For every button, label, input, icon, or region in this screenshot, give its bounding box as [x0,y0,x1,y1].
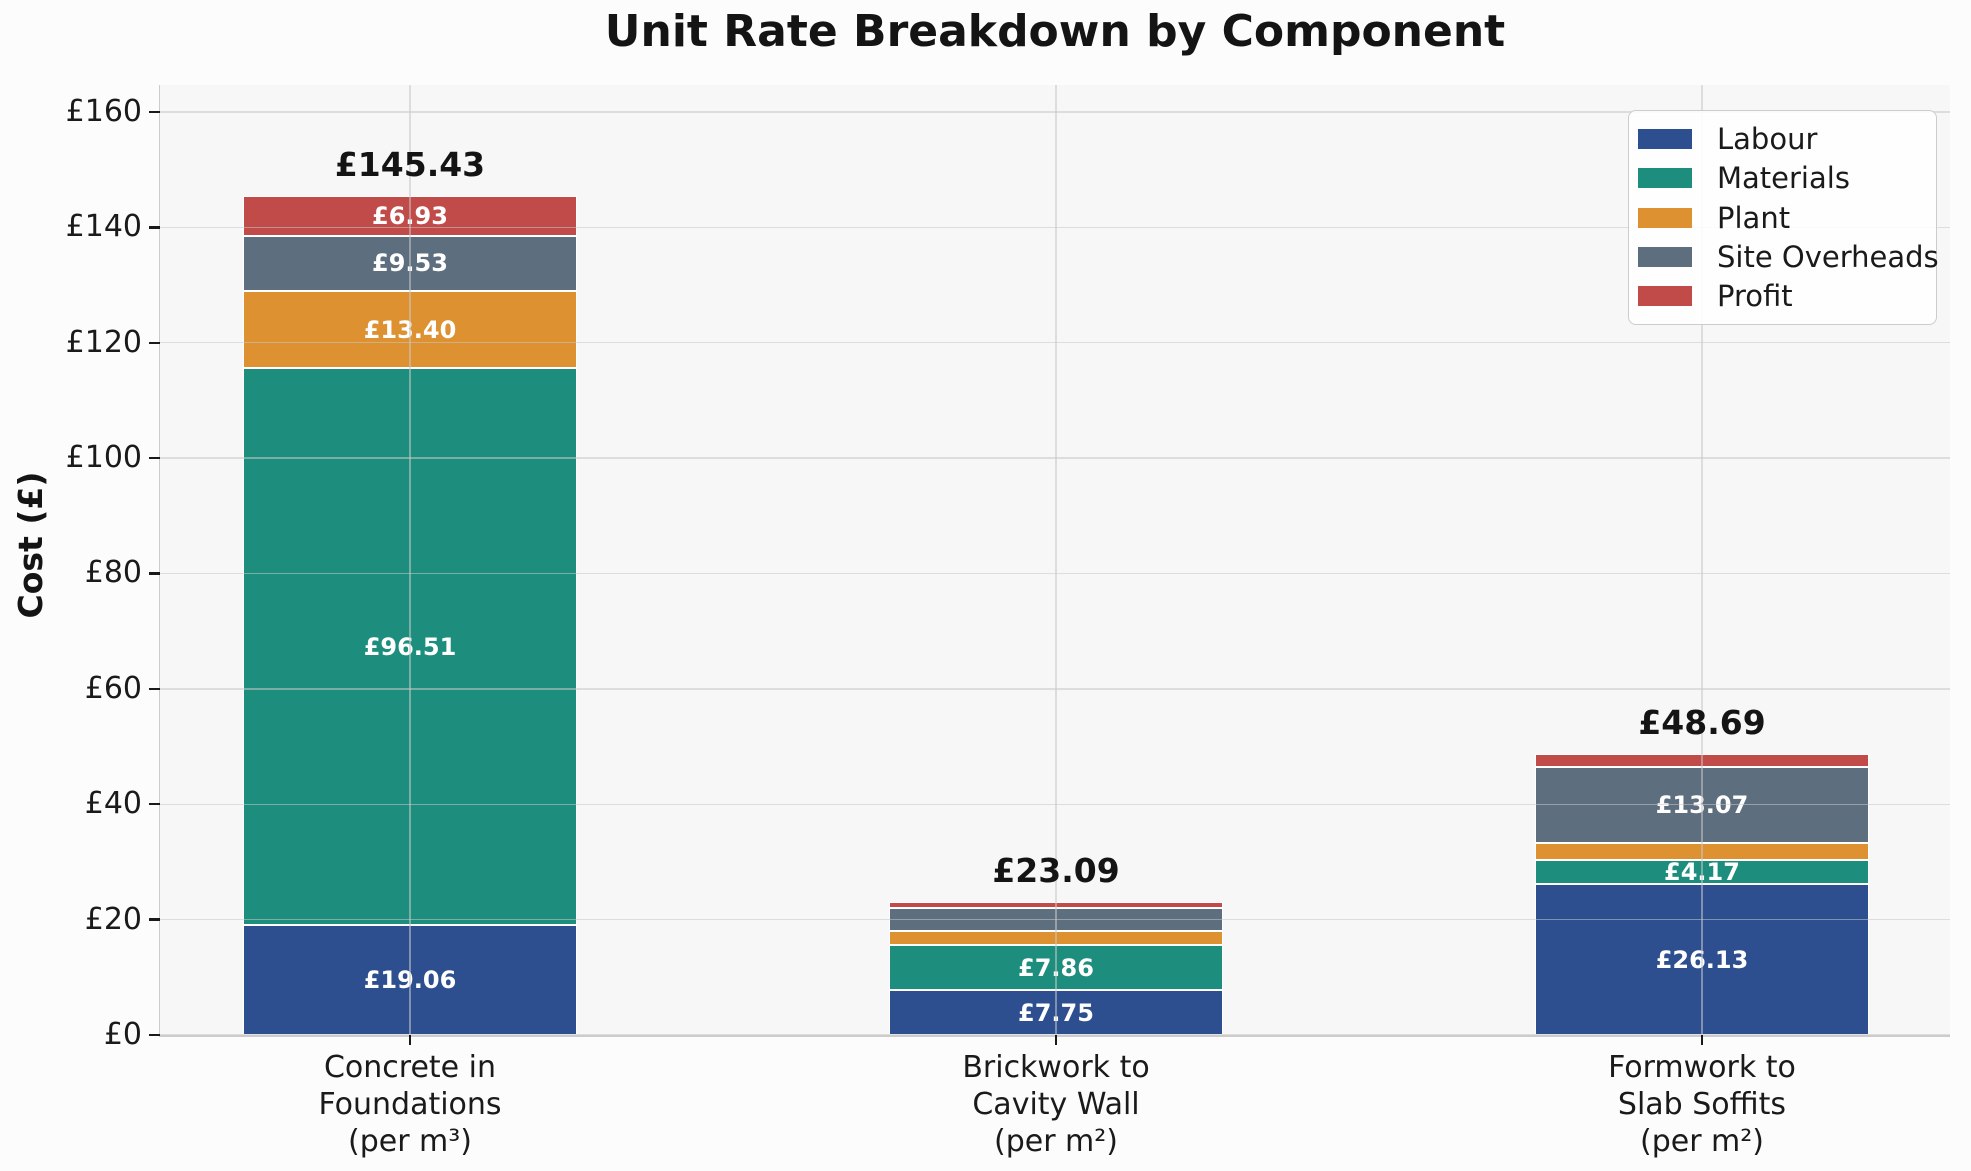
y-tick-mark [149,803,160,806]
x-tick-label-line: (per m³) [347,1124,473,1159]
legend: Labour Materials Plant Site Overheads Profit [1628,110,1939,325]
x-tick-label-line: Concrete in [323,1050,497,1085]
y-gridline [160,918,1950,921]
y-gridline [160,688,1950,690]
y-tick-mark [149,341,160,344]
y-tick-mark [149,918,160,921]
legend-swatch-labour [1638,129,1692,149]
x-tick-label-line: Brickwork to [962,1050,1150,1085]
y-axis-title: Cost (£) [11,471,50,619]
legend-item-plant: Plant [1638,199,1926,237]
x-tick-label-line: (per m²) [1639,1124,1765,1159]
y-tick-mark [149,572,160,575]
y-tick-label: £160 [65,93,142,129]
x-axis-spine [158,1035,1950,1037]
y-tick-label: £20 [84,901,142,937]
x-tick-label-line: Foundations [318,1087,502,1122]
x-tick-mark [1700,1035,1704,1045]
y-tick-label: £140 [65,209,142,245]
y-tick-label: £0 [103,1017,142,1052]
x-gridline [1701,85,1703,1035]
y-axis-spine [158,85,160,1035]
y-gridline [160,457,1950,459]
y-tick-mark [149,226,160,229]
legend-label: Site Overheads [1717,239,1939,274]
y-tick-mark [149,456,160,460]
x-tick-label: Brickwork to Cavity Wall (per m²) [846,1049,1266,1160]
y-tick-mark [149,687,160,691]
chart-title: Unit Rate Breakdown by Component [604,6,1506,57]
legend-swatch-plant [1638,207,1692,228]
y-tick-label: £120 [65,324,142,360]
y-gridline [160,342,1950,344]
y-gridline [160,111,1950,113]
x-tick-label-line: Formwork to [1608,1050,1796,1085]
bar-total-label: £23.09 [992,850,1120,890]
bar-total-label: £145.43 [334,145,486,184]
legend-swatch-materials [1638,168,1692,189]
y-gridline [160,572,1950,575]
x-tick-label-line: Slab Soffits [1617,1087,1787,1122]
x-tick-label-line: (per m²) [993,1124,1119,1159]
y-tick-label: £100 [65,440,142,476]
x-gridline [1055,85,1057,1035]
legend-swatch-profit [1638,286,1692,306]
legend-item-profit: Profit [1638,277,1926,315]
legend-label: Materials [1717,161,1850,196]
y-tick-mark [149,1033,160,1037]
y-gridline [160,803,1950,805]
x-gridline [409,85,411,1035]
y-tick-label: £60 [84,670,142,706]
legend-item-materials: Materials [1638,159,1926,197]
legend-label: Profit [1717,279,1793,313]
x-tick-mark [1054,1035,1058,1045]
y-tick-mark [149,110,160,114]
y-gridline [160,226,1950,229]
legend-label: Labour [1717,122,1818,156]
x-tick-label: Formwork to Slab Soffits (per m²) [1492,1049,1912,1160]
x-tick-label-line: Cavity Wall [972,1087,1140,1122]
x-tick-label: Concrete in Foundations (per m³) [200,1049,620,1160]
legend-item-labour: Labour [1638,120,1926,158]
y-tick-label: £40 [84,786,142,822]
y-tick-label: £80 [84,555,142,591]
legend-label: Plant [1717,200,1791,235]
legend-swatch-site-overheads [1638,246,1692,267]
legend-item-site-overheads: Site Overheads [1638,238,1939,276]
x-tick-mark [408,1035,412,1045]
bar-total-label: £48.69 [1638,703,1766,743]
y-gridline [160,1034,1950,1036]
